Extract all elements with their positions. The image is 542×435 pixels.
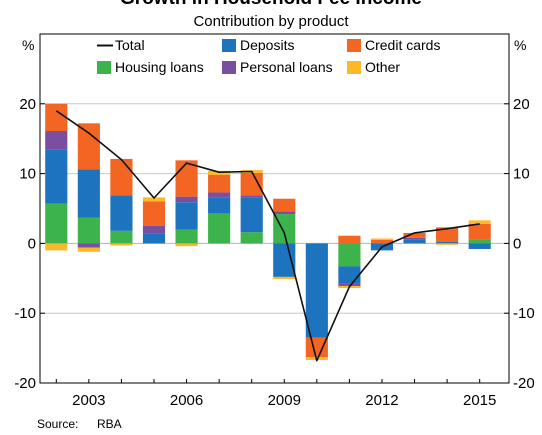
xtick-label-2009: 2009 [268, 392, 301, 409]
legend-swatch [222, 61, 236, 74]
xtick-label-2012: 2012 [365, 392, 398, 409]
bar-credit-cards-2005 [142, 201, 166, 226]
bar-deposits-2002 [45, 149, 68, 204]
legend-swatch [97, 61, 111, 74]
ytick-label-right--10: -10 [513, 305, 535, 322]
bar-housing-loans-2007 [208, 213, 231, 244]
bar-other-2012 [370, 238, 394, 240]
bar-deposits-2010 [305, 243, 328, 338]
bar-deposits-2015 [468, 243, 491, 249]
bar-credit-cards-2013 [403, 232, 426, 238]
ytick-label-right--20: -20 [513, 375, 535, 392]
bar-deposits-2005 [142, 233, 166, 244]
bar-other-2014 [436, 243, 459, 245]
legend-swatch [347, 61, 361, 74]
bar-personal-loans-2009 [273, 211, 296, 215]
legend-item-other: Other [347, 59, 400, 75]
bar-deposits-2003 [77, 169, 100, 218]
bar-credit-cards-2014 [436, 227, 459, 243]
bar-credit-cards-2002 [45, 103, 68, 132]
bar-housing-loans-2004 [110, 230, 133, 244]
right-unit-label: % [514, 37, 526, 53]
stacked-bars [45, 103, 491, 360]
ytick-label-left--10: -10 [14, 305, 36, 322]
bar-housing-loans-2002 [45, 203, 68, 244]
plot-frame [39, 33, 510, 384]
bar-housing-loans-2006 [175, 229, 198, 244]
legend-item-personal-loans: Personal loans [222, 59, 333, 75]
source-label: Source: [37, 417, 78, 431]
bar-deposits-2007 [208, 197, 231, 214]
bar-credit-cards-2004 [110, 158, 133, 196]
bar-housing-loans-2008 [240, 232, 263, 244]
ytick-label-left-10: 10 [19, 166, 36, 183]
legend-label: Housing loans [115, 59, 204, 75]
bar-housing-loans-2015 [468, 239, 491, 244]
legend-swatch [347, 39, 361, 52]
chart-title: Growth in Household Fee Income [120, 0, 422, 9]
bar-credit-cards-2009 [273, 198, 296, 212]
xtick-label-2015: 2015 [463, 392, 496, 409]
legend-item-credit-cards: Credit cards [347, 37, 440, 53]
left-unit-label: % [22, 37, 34, 53]
legend-item-housing-loans: Housing loans [97, 59, 204, 75]
bar-personal-loans-2007 [208, 192, 231, 198]
legend-swatch [222, 39, 236, 52]
bar-deposits-2006 [175, 202, 198, 230]
bar-other-2015 [468, 220, 491, 224]
total-line-layer [55, 110, 480, 362]
bar-housing-loans-2011 [338, 243, 361, 267]
bar-personal-loans-2003 [77, 243, 100, 248]
bar-other-2009 [273, 276, 296, 279]
bar-deposits-2014 [436, 242, 459, 244]
ytick-label-right-0: 0 [513, 235, 521, 252]
bar-credit-cards-2003 [77, 123, 100, 170]
bar-other-2003 [77, 247, 100, 252]
legend-item-deposits: Deposits [222, 37, 294, 53]
ytick-label-left-20: 20 [19, 96, 36, 113]
bar-credit-cards-2012 [370, 239, 394, 244]
bar-housing-loans-2003 [77, 217, 100, 244]
legend-item-total: Total [97, 37, 145, 53]
bar-deposits-2008 [240, 197, 263, 233]
bar-credit-cards-2015 [468, 223, 491, 240]
xtick-label-2006: 2006 [170, 392, 203, 409]
bar-credit-cards-2011 [338, 235, 361, 244]
bar-personal-loans-2002 [45, 131, 68, 150]
bar-other-2006 [175, 243, 198, 247]
bar-other-2004 [110, 243, 133, 246]
total-line [55, 110, 480, 362]
legend-label: Personal loans [240, 59, 333, 75]
legend: Total Deposits Credit cards Housing loans Pe… [97, 37, 440, 75]
ytick-label-left--20: -20 [14, 375, 36, 392]
bar-deposits-2004 [110, 195, 133, 231]
bar-personal-loans-2008 [240, 195, 263, 198]
bar-credit-cards-2010 [305, 337, 328, 358]
bar-credit-cards-2008 [240, 172, 263, 196]
axis-ticks: -20 -20 -10 -10 0 0 10 10 20 20 2003 2006 2009 2012 20… [14, 96, 534, 409]
bar-credit-cards-2007 [208, 174, 231, 193]
legend-label: Other [365, 59, 400, 75]
bar-personal-loans-2011 [338, 283, 361, 286]
ytick-label-right-20: 20 [513, 96, 530, 113]
ytick-label-right-10: 10 [513, 166, 530, 183]
legend-label: Deposits [240, 37, 294, 53]
source-value: RBA [97, 417, 122, 431]
xtick-label-2003: 2003 [72, 392, 105, 409]
bar-other-2005 [142, 197, 166, 202]
ytick-label-left-0: 0 [28, 235, 36, 252]
bar-deposits-2011 [338, 266, 361, 284]
bar-personal-loans-2006 [175, 196, 198, 203]
bar-deposits-2013 [403, 239, 426, 244]
legend-label: Credit cards [365, 37, 440, 53]
bar-personal-loans-2013 [403, 237, 426, 240]
legend-label: Total [115, 37, 145, 53]
bar-other-2002 [45, 243, 68, 251]
bar-personal-loans-2005 [142, 225, 166, 234]
chart-subtitle: Contribution by product [193, 13, 349, 30]
